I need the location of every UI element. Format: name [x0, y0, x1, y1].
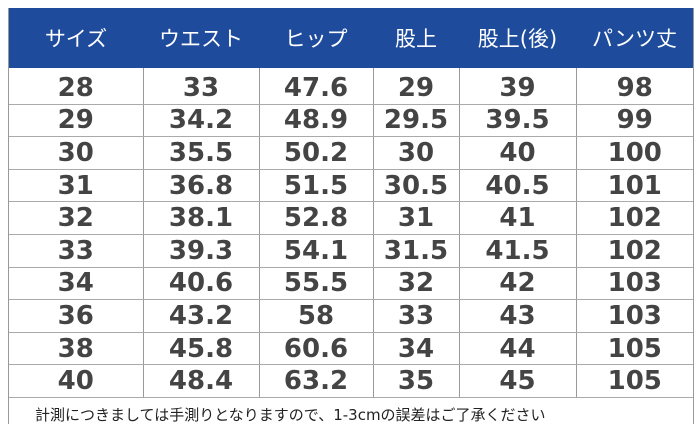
- table-cell: 58: [258, 299, 373, 333]
- column-header: 股上: [373, 8, 459, 68]
- table-cell: 33: [9, 234, 143, 268]
- table-cell: 99: [575, 104, 693, 138]
- table-cell: 31: [9, 169, 143, 203]
- table-cell: 100: [575, 136, 693, 170]
- table-cell: 102: [575, 234, 693, 268]
- table-cell: 28: [9, 68, 143, 105]
- table-cell: 31.5: [372, 234, 459, 268]
- table-cell: 52.8: [258, 201, 373, 235]
- table-cell: 33: [142, 68, 259, 105]
- table-row: 30 35.5 50.2 30 40 100: [9, 136, 693, 170]
- column-header: ウエスト: [143, 8, 259, 68]
- column-header: パンツ丈: [576, 8, 693, 68]
- table-cell: 102: [575, 201, 693, 235]
- table-cell: 105: [575, 364, 693, 398]
- note: 計測につきましては手測りとなりますので、1-3cmの誤差はご了承ください: [35, 405, 546, 424]
- table-cell: 47.6: [258, 68, 373, 105]
- table-cell: 36.8: [142, 169, 259, 203]
- table-cell: 50.2: [258, 136, 373, 170]
- table-cell: 48.9: [258, 104, 373, 138]
- table-cell: 40.6: [142, 267, 259, 301]
- table-cell: 39.5: [458, 104, 576, 138]
- table-row: 28 33 47.6 29 39 98: [9, 68, 693, 105]
- table-row: 29 34.2 48.9 29.5 39.5 99: [9, 104, 693, 138]
- table-cell: 101: [575, 169, 693, 203]
- table-cell: 54.1: [258, 234, 373, 268]
- header-row: サイズ ウエスト ヒップ 股上 股上(後) パンツ丈: [9, 8, 693, 68]
- table-cell: 38: [9, 332, 143, 366]
- column-header: ヒップ: [259, 8, 373, 68]
- table-cell: 35: [372, 364, 459, 398]
- table-row: 38 45.8 60.6 34 44 105: [9, 332, 693, 366]
- table-row: 32 38.1 52.8 31 41 102: [9, 201, 693, 235]
- table-row: 33 39.3 54.1 31.5 41.5 102: [9, 234, 693, 268]
- size-table: サイズ ウエスト ヒップ 股上 股上(後) パンツ丈 28 33 47.6 29 39 98 29 34…: [9, 8, 693, 398]
- table-cell: 30: [372, 136, 459, 170]
- table-cell: 30: [9, 136, 143, 170]
- table-cell: 41.5: [458, 234, 576, 268]
- table-body: 28 33 47.6 29 39 98 29 34.2 48.9 29.5 39.5 99 30 35.5…: [9, 68, 693, 398]
- table-cell: 45.8: [142, 332, 259, 366]
- table-cell: 55.5: [258, 267, 373, 301]
- table-cell: 43: [458, 299, 576, 333]
- table-cell: 40.5: [458, 169, 576, 203]
- table-cell: 60.6: [258, 332, 373, 366]
- column-header: 股上(後): [459, 8, 576, 68]
- column-header: サイズ: [9, 8, 143, 68]
- table-cell: 42: [458, 267, 576, 301]
- table-cell: 103: [575, 299, 693, 333]
- table-row: 31 36.8 51.5 30.5 40.5 101: [9, 169, 693, 203]
- table-cell: 32: [9, 201, 143, 235]
- table-row: 34 40.6 55.5 32 42 103: [9, 267, 693, 301]
- table-cell: 44: [458, 332, 576, 366]
- table-cell: 34.2: [142, 104, 259, 138]
- table-cell: 43.2: [142, 299, 259, 333]
- table-cell: 39: [458, 68, 576, 105]
- table-row: 40 48.4 63.2 35 45 105: [9, 364, 693, 398]
- table-cell: 41: [458, 201, 576, 235]
- table-cell: 33: [372, 299, 459, 333]
- table-cell: 103: [575, 267, 693, 301]
- table-cell: 39.3: [142, 234, 259, 268]
- table-cell: 105: [575, 332, 693, 366]
- size-chart: サイズ ウエスト ヒップ 股上 股上(後) パンツ丈 28 33 47.6 29 39 98 29 34…: [8, 8, 694, 424]
- table-cell: 40: [458, 136, 576, 170]
- table-cell: 45: [458, 364, 576, 398]
- table-cell: 29: [9, 104, 143, 138]
- table-cell: 63.2: [258, 364, 373, 398]
- table-cell: 34: [372, 332, 459, 366]
- table-cell: 48.4: [142, 364, 259, 398]
- table-cell: 36: [9, 299, 143, 333]
- table-row: 36 43.2 58 33 43 103: [9, 299, 693, 333]
- table-cell: 98: [575, 68, 693, 105]
- table-cell: 51.5: [258, 169, 373, 203]
- table-cell: 31: [372, 201, 459, 235]
- table-cell: 34: [9, 267, 143, 301]
- table-cell: 32: [372, 267, 459, 301]
- table-cell: 40: [9, 364, 143, 398]
- table-cell: 38.1: [142, 201, 259, 235]
- table-cell: 29: [372, 68, 459, 105]
- table-cell: 30.5: [372, 169, 459, 203]
- table-cell: 29.5: [372, 104, 459, 138]
- table-cell: 35.5: [142, 136, 259, 170]
